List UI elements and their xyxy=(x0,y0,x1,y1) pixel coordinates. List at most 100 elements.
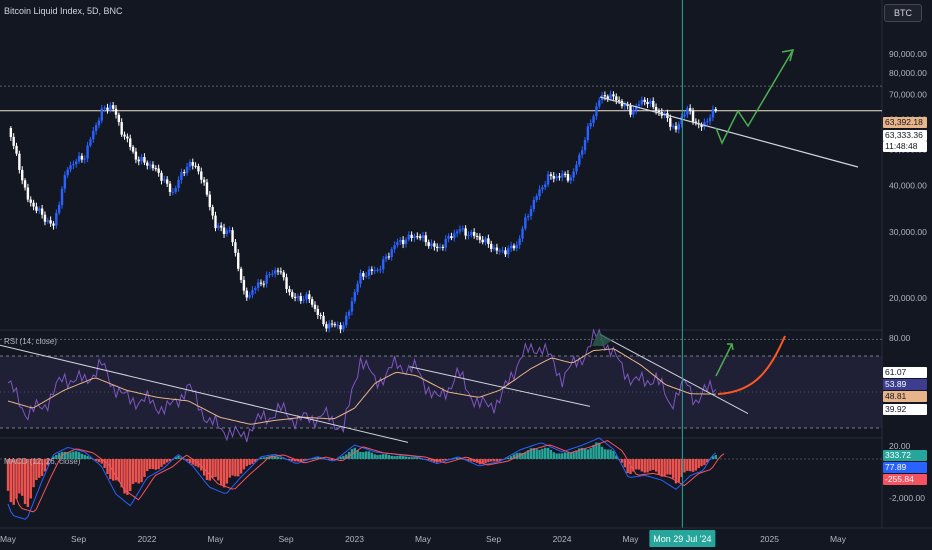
macd-histogram-bar xyxy=(137,459,140,484)
projection-arrow xyxy=(715,49,794,145)
macd-histogram-bar xyxy=(606,449,609,459)
macd-histogram-bar xyxy=(615,455,618,459)
price-tick-label: 80,000.00 xyxy=(889,68,927,78)
macd-histogram-bar xyxy=(168,459,172,462)
macd-histogram-bar xyxy=(683,459,686,473)
macd-histogram-bar xyxy=(77,452,81,459)
candle-body xyxy=(492,247,496,249)
candle-body xyxy=(609,94,612,99)
candle-body xyxy=(63,175,67,189)
candle-body xyxy=(219,225,223,228)
macd-histogram-bar xyxy=(214,459,217,477)
candle-body xyxy=(529,208,533,217)
macd-histogram-bar xyxy=(94,459,98,461)
candle-body xyxy=(521,228,524,239)
candle-body xyxy=(541,187,544,190)
time-tick-label: May xyxy=(622,534,639,544)
macd-histogram-bar xyxy=(541,448,544,459)
macd-histogram-bar xyxy=(222,459,226,488)
candle-body xyxy=(251,289,254,295)
candle-body xyxy=(106,107,109,110)
macd-histogram-bar xyxy=(700,459,703,467)
candle-body xyxy=(49,220,52,224)
macd-histogram-bar xyxy=(495,459,499,462)
candle-body xyxy=(612,94,615,97)
candle-body xyxy=(578,154,581,165)
macd-histogram-bar xyxy=(288,459,291,461)
candle-body xyxy=(461,228,464,230)
trend-drawings[interactable] xyxy=(599,49,859,168)
macd-histogram-bar xyxy=(526,450,530,459)
symbol-button[interactable]: BTC xyxy=(884,4,922,22)
macd-histogram-bar xyxy=(697,459,700,469)
candle-body xyxy=(197,166,200,172)
candle-body xyxy=(225,230,229,235)
macd-histogram-bar xyxy=(427,459,430,461)
rsi-panel[interactable] xyxy=(0,328,882,443)
macd-histogram-bar xyxy=(120,459,123,488)
macd-panel[interactable] xyxy=(0,437,882,520)
price-axis[interactable]: 90,000.0080,000.0070,000.0060,000.0050,0… xyxy=(889,49,927,503)
macd-histogram-bar xyxy=(75,451,78,459)
price-tick-label: 90,000.00 xyxy=(889,49,927,59)
time-tick-label: May xyxy=(0,534,17,544)
candle-body xyxy=(299,296,302,301)
candle-body xyxy=(32,202,35,207)
time-tick-label: May xyxy=(415,534,432,544)
macd-histogram-bar xyxy=(654,459,658,472)
time-axis[interactable]: May Sep 2022 May Sep 2023 May Sep 2024 May 2025 May xyxy=(0,534,847,544)
rsi-ma-line xyxy=(7,348,716,425)
macd-line-label: 77.89 xyxy=(883,462,927,473)
macd-histogram-bar xyxy=(595,442,598,459)
macd-histogram-bar xyxy=(561,453,564,459)
macd-histogram-bar xyxy=(239,459,243,474)
macd-histogram-bar xyxy=(367,451,371,459)
candle-body xyxy=(168,183,172,192)
macd-histogram-bar xyxy=(103,459,106,468)
macd-histogram-bar xyxy=(711,456,715,459)
candle-body xyxy=(83,158,86,160)
candle-body xyxy=(38,208,41,211)
candle-body xyxy=(498,250,501,252)
macd-histogram-bar xyxy=(100,459,104,464)
macd-histogram-bar xyxy=(686,459,689,471)
macd-histogram-bar xyxy=(316,457,320,459)
candle-body xyxy=(114,108,118,115)
candle-body xyxy=(163,179,166,181)
candle-body xyxy=(427,242,430,247)
macd-histogram-bar xyxy=(126,459,129,495)
candle-body xyxy=(237,252,240,269)
macd-histogram-bar xyxy=(572,452,575,459)
macd-histogram-bar xyxy=(143,459,146,478)
macd-histogram-bar xyxy=(404,456,408,459)
crosshair-price-label: 63,333.36 xyxy=(883,130,927,141)
macd-histogram-bar xyxy=(387,454,391,459)
candle-body xyxy=(89,139,92,146)
candle-body xyxy=(131,146,135,152)
macd-histogram-bar xyxy=(430,459,433,462)
candle-body xyxy=(376,269,379,271)
candle-body xyxy=(552,175,555,179)
candle-body xyxy=(606,96,609,99)
macd-histogram-bar xyxy=(694,459,698,471)
macd-histogram-bar xyxy=(129,459,132,492)
macd-histogram-bar xyxy=(524,452,527,459)
candle-body xyxy=(26,187,30,200)
macd-histogram-bar xyxy=(583,448,587,459)
macd-histogram-bar xyxy=(438,459,442,462)
candle-body xyxy=(382,259,385,270)
candle-body xyxy=(171,191,175,193)
candle-body xyxy=(634,105,638,111)
candle-body xyxy=(35,206,38,211)
macd-histogram-bar xyxy=(154,459,158,470)
macd-histogram-bar xyxy=(43,459,47,472)
horizontal-levels[interactable] xyxy=(0,85,882,340)
macd-histogram-bar xyxy=(418,458,422,459)
candle-body xyxy=(484,238,487,243)
macd-histogram-bar xyxy=(279,457,283,459)
macd-histogram-bar xyxy=(632,459,635,472)
macd-histogram-bar xyxy=(538,449,541,459)
macd-histogram-bar xyxy=(376,455,379,459)
candle-body xyxy=(373,270,376,272)
candle-body xyxy=(544,184,547,188)
